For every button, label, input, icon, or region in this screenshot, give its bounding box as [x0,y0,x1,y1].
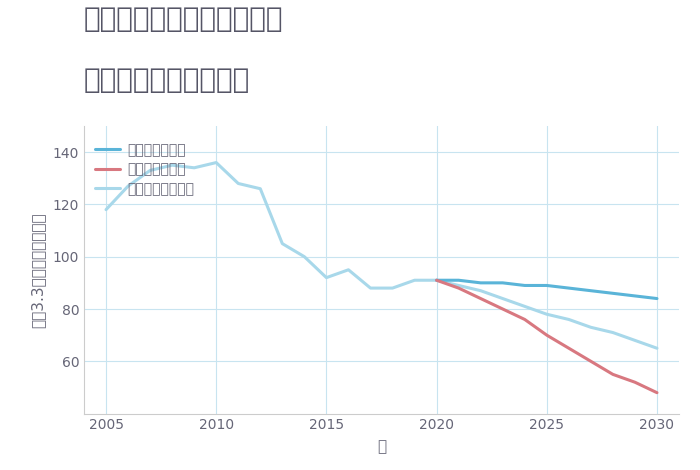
ノーマルシナリオ [389,285,397,291]
バッドシナリオ [498,306,507,312]
ノーマルシナリオ [190,165,198,171]
Line: バッドシナリオ: バッドシナリオ [437,280,657,392]
グッドシナリオ [653,296,662,301]
グッドシナリオ [477,280,485,286]
ノーマルシナリオ [124,183,132,189]
バッドシナリオ [587,359,595,364]
バッドシナリオ [542,332,551,338]
ノーマルシナリオ [344,267,353,273]
Text: 兵庫県豊岡市出石町安良の: 兵庫県豊岡市出石町安良の [84,5,284,33]
ノーマルシナリオ [322,275,330,281]
バッドシナリオ [609,372,617,377]
バッドシナリオ [477,296,485,301]
グッドシナリオ [609,290,617,296]
バッドシナリオ [565,345,573,351]
Line: ノーマルシナリオ: ノーマルシナリオ [106,163,437,288]
ノーマルシナリオ [212,160,220,165]
ノーマルシナリオ [234,180,242,186]
グッドシナリオ [498,280,507,286]
グッドシナリオ [565,285,573,291]
ノーマルシナリオ [300,254,309,259]
ノーマルシナリオ [410,277,419,283]
ノーマルシナリオ [168,162,176,168]
グッドシナリオ [631,293,639,299]
ノーマルシナリオ [256,186,265,192]
グッドシナリオ [521,282,529,288]
バッドシナリオ [631,379,639,385]
ノーマルシナリオ [433,277,441,283]
グッドシナリオ [454,277,463,283]
ノーマルシナリオ [146,168,154,173]
バッドシナリオ [433,277,441,283]
Legend: グッドシナリオ, バッドシナリオ, ノーマルシナリオ: グッドシナリオ, バッドシナリオ, ノーマルシナリオ [91,139,198,200]
バッドシナリオ [521,317,529,322]
グッドシナリオ [433,277,441,283]
Text: 中古戸建ての価格推移: 中古戸建ての価格推移 [84,66,251,94]
Y-axis label: 坪（3.3㎡）単価（万円）: 坪（3.3㎡）単価（万円） [31,212,46,328]
Line: グッドシナリオ: グッドシナリオ [437,280,657,298]
グッドシナリオ [542,282,551,288]
バッドシナリオ [653,390,662,395]
バッドシナリオ [454,285,463,291]
ノーマルシナリオ [278,241,286,246]
ノーマルシナリオ [366,285,375,291]
ノーマルシナリオ [102,207,110,212]
グッドシナリオ [587,288,595,294]
X-axis label: 年: 年 [377,439,386,454]
